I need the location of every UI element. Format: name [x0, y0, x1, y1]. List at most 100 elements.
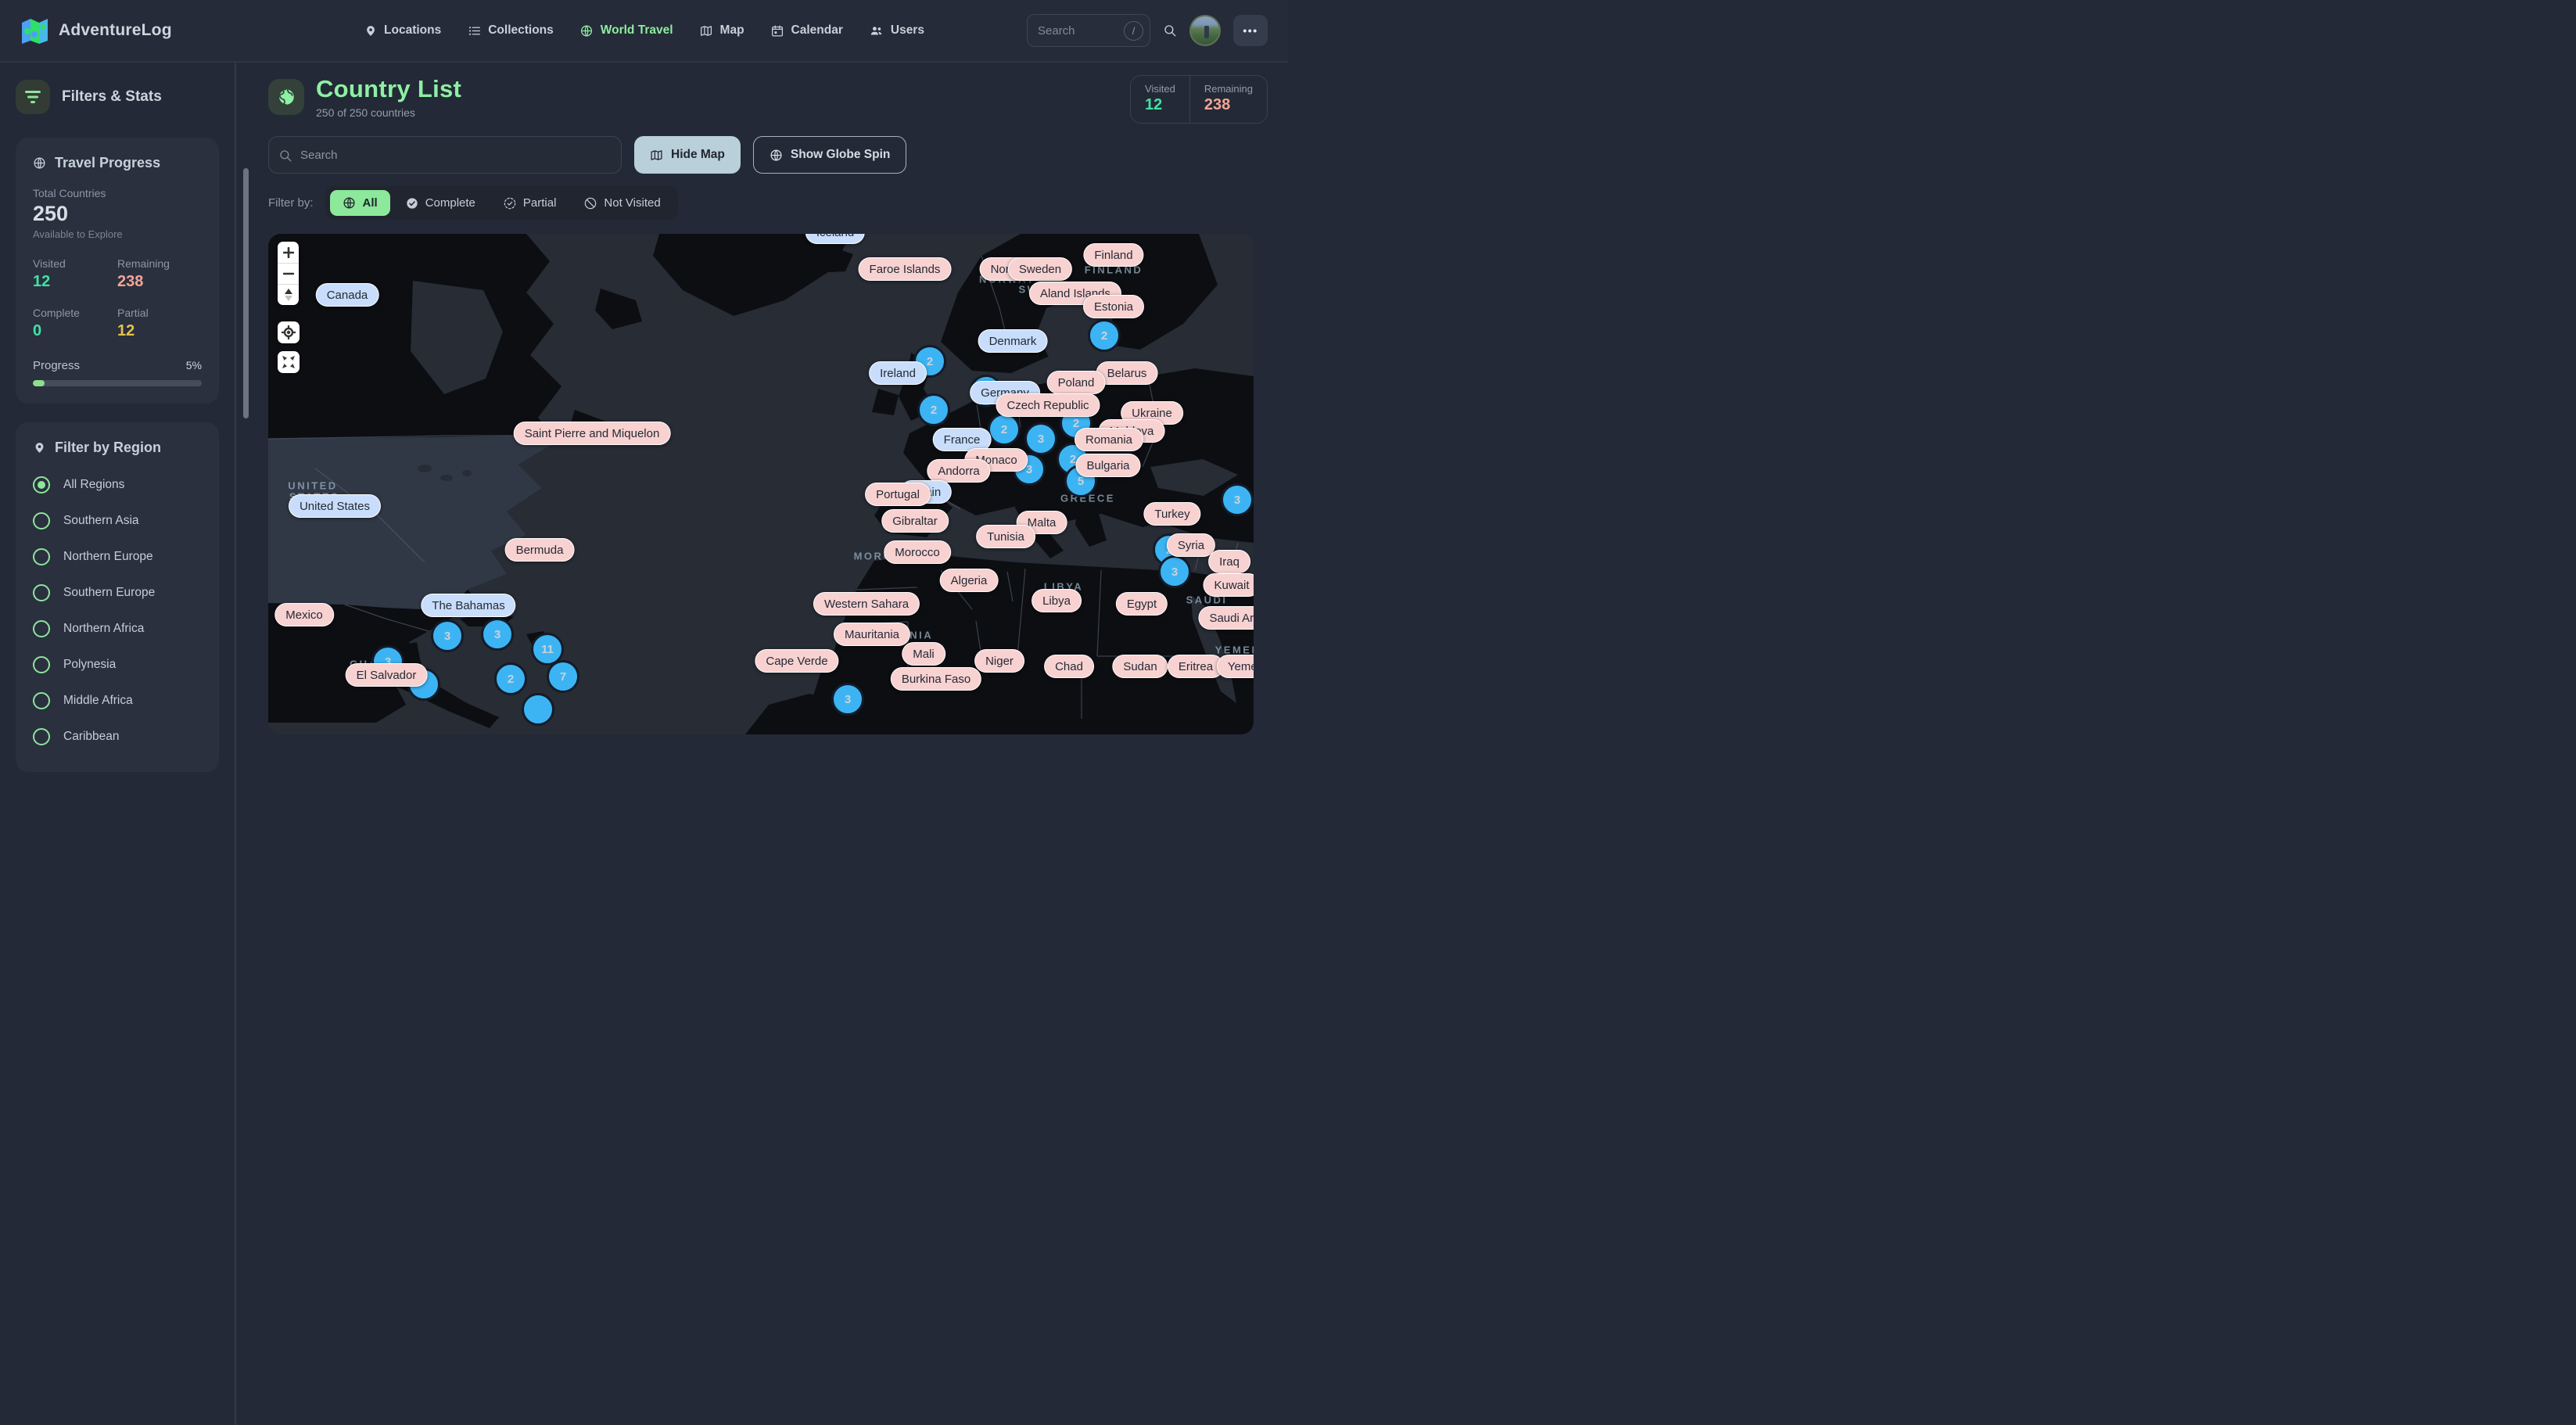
map-cluster-marker[interactable]: 3 [481, 618, 514, 651]
radio-selected[interactable] [33, 476, 50, 494]
filter-icon-button[interactable] [16, 80, 50, 114]
country-marker-denmark[interactable]: Denmark [978, 329, 1048, 353]
country-marker-yemen[interactable]: Yemen [1216, 655, 1254, 678]
region-option-caribbean[interactable]: Caribbean [33, 719, 202, 755]
country-marker-gibraltar[interactable]: Gibraltar [881, 509, 949, 533]
region-option-polynesia[interactable]: Polynesia [33, 647, 202, 683]
overflow-menu-button[interactable]: ••• [1233, 15, 1268, 46]
filter-pill-partial[interactable]: Partial [491, 190, 569, 216]
country-marker-algeria[interactable]: Algeria [939, 569, 999, 592]
avatar[interactable] [1189, 15, 1221, 46]
country-marker-france[interactable]: France [932, 428, 992, 451]
region-option-northern-africa[interactable]: Northern Africa [33, 611, 202, 647]
pitch-toggle-button[interactable] [278, 284, 299, 305]
country-marker-western-sahara[interactable]: Western Sahara [813, 592, 920, 616]
nav-item-locations[interactable]: Locations [364, 23, 441, 38]
filter-pill-not-visited[interactable]: Not Visited [572, 190, 673, 216]
country-marker-sudan[interactable]: Sudan [1112, 655, 1168, 678]
country-marker-united-states[interactable]: United States [288, 494, 382, 518]
country-marker-sweden[interactable]: Sweden [1007, 257, 1073, 281]
zoom-out-button[interactable] [278, 263, 299, 284]
region-option-northern-europe[interactable]: Northern Europe [33, 539, 202, 575]
country-marker-mexico[interactable]: Mexico [274, 603, 334, 626]
region-option-all-regions[interactable]: All Regions [33, 467, 202, 503]
radio-unselected[interactable] [33, 692, 50, 709]
globe-spin-button[interactable]: Show Globe Spin [752, 136, 907, 174]
country-marker-faroe-islands[interactable]: Faroe Islands [858, 257, 952, 281]
country-marker-belarus[interactable]: Belarus [1096, 361, 1158, 385]
search-icon[interactable] [1163, 23, 1177, 38]
locate-button[interactable] [278, 321, 300, 343]
fullscreen-button[interactable] [278, 351, 300, 373]
country-marker-ireland[interactable]: Ireland [869, 361, 927, 385]
country-marker-romania[interactable]: Romania [1074, 428, 1144, 451]
country-marker-mali[interactable]: Mali [902, 642, 945, 666]
radio-unselected[interactable] [33, 656, 50, 673]
radio-unselected[interactable] [33, 728, 50, 745]
map-cluster-marker[interactable]: 3 [1158, 555, 1191, 588]
country-marker-morocco[interactable]: Morocco [884, 540, 951, 564]
filter-pill-all[interactable]: All [329, 190, 390, 216]
country-marker-egypt[interactable]: Egypt [1115, 592, 1168, 616]
nav-search-input[interactable] [1038, 23, 1124, 38]
filter-pill-complete[interactable]: Complete [393, 190, 488, 216]
map-cluster-marker[interactable]: 3 [1221, 483, 1254, 516]
country-marker-czech-republic[interactable]: Czech Republic [996, 393, 1100, 417]
country-marker-chad[interactable]: Chad [1044, 655, 1094, 678]
region-option-southern-asia[interactable]: Southern Asia [33, 503, 202, 539]
country-marker-andorra[interactable]: Andorra [927, 459, 991, 483]
country-marker-canada[interactable]: Canada [315, 283, 379, 307]
region-option-middle-africa[interactable]: Middle Africa [33, 683, 202, 719]
map-cluster-marker[interactable]: 3 [1024, 422, 1057, 455]
nav-item-users[interactable]: Users [870, 23, 924, 38]
map-cluster-marker[interactable] [522, 693, 554, 726]
radio-unselected[interactable] [33, 620, 50, 637]
sidebar-scrollbar[interactable] [243, 168, 249, 418]
map-cluster-marker[interactable]: 3 [431, 619, 464, 652]
nav-item-collections[interactable]: Collections [468, 23, 554, 38]
country-marker-bulgaria[interactable]: Bulgaria [1075, 454, 1141, 477]
radio-unselected[interactable] [33, 548, 50, 565]
country-marker-finland[interactable]: Finland [1083, 243, 1144, 267]
nav-item-world-travel[interactable]: World Travel [580, 23, 673, 38]
country-marker-cape-verde[interactable]: Cape Verde [755, 649, 839, 673]
country-marker-portugal[interactable]: Portugal [865, 483, 931, 506]
map-cluster-marker[interactable]: 2 [988, 413, 1021, 446]
country-marker-kuwait[interactable]: Kuwait [1203, 573, 1254, 597]
country-marker-eritrea[interactable]: Eritrea [1167, 655, 1225, 678]
country-marker-estonia[interactable]: Estonia [1082, 295, 1145, 318]
nav-item-map[interactable]: Map [700, 23, 744, 38]
country-marker-saudi-arabia[interactable]: Saudi Arabia [1198, 606, 1254, 630]
radio-unselected[interactable] [33, 584, 50, 601]
map-cluster-marker[interactable]: 2 [917, 393, 950, 426]
country-marker-the-bahamas[interactable]: The Bahamas [421, 594, 516, 617]
country-marker-iceland[interactable]: Iceland [805, 234, 866, 244]
country-marker-libya[interactable]: Libya [1031, 589, 1082, 612]
country-marker-tunisia[interactable]: Tunisia [976, 525, 1035, 548]
country-marker-iraq[interactable]: Iraq [1208, 550, 1250, 573]
country-marker-saint-pierre-and-miquelon[interactable]: Saint Pierre and Miquelon [513, 422, 671, 445]
nav-item-calendar[interactable]: Calendar [771, 23, 843, 38]
country-marker-poland[interactable]: Poland [1046, 371, 1106, 394]
brand[interactable]: AdventureLog [20, 17, 172, 44]
country-marker-mauritania[interactable]: Mauritania [833, 623, 911, 646]
zoom-in-button[interactable] [278, 242, 299, 263]
country-marker-niger[interactable]: Niger [974, 649, 1024, 673]
map-cluster-marker[interactable]: 2 [494, 662, 527, 695]
country-marker-turkey[interactable]: Turkey [1143, 502, 1201, 526]
country-marker-el-salvador[interactable]: El Salvador [345, 663, 428, 687]
nav-search[interactable]: / [1027, 14, 1150, 47]
country-search [268, 136, 622, 174]
country-search-input[interactable] [268, 136, 622, 174]
map-cluster-marker[interactable]: 3 [831, 683, 864, 716]
country-marker-syria[interactable]: Syria [1166, 533, 1216, 557]
country-marker-bermuda[interactable]: Bermuda [504, 538, 575, 562]
map-cluster-marker[interactable]: 7 [547, 660, 579, 693]
partial-icon [504, 197, 516, 210]
country-marker-burkina-faso[interactable]: Burkina Faso [890, 667, 982, 691]
map-cluster-marker[interactable]: 2 [1088, 319, 1121, 352]
world-map[interactable]: UNITEDSTATESNORWAYSWEFINLANDGREECELIBYAN… [268, 234, 1254, 734]
radio-unselected[interactable] [33, 512, 50, 529]
region-option-southern-europe[interactable]: Southern Europe [33, 575, 202, 611]
hide-map-button[interactable]: Hide Map [634, 136, 741, 174]
